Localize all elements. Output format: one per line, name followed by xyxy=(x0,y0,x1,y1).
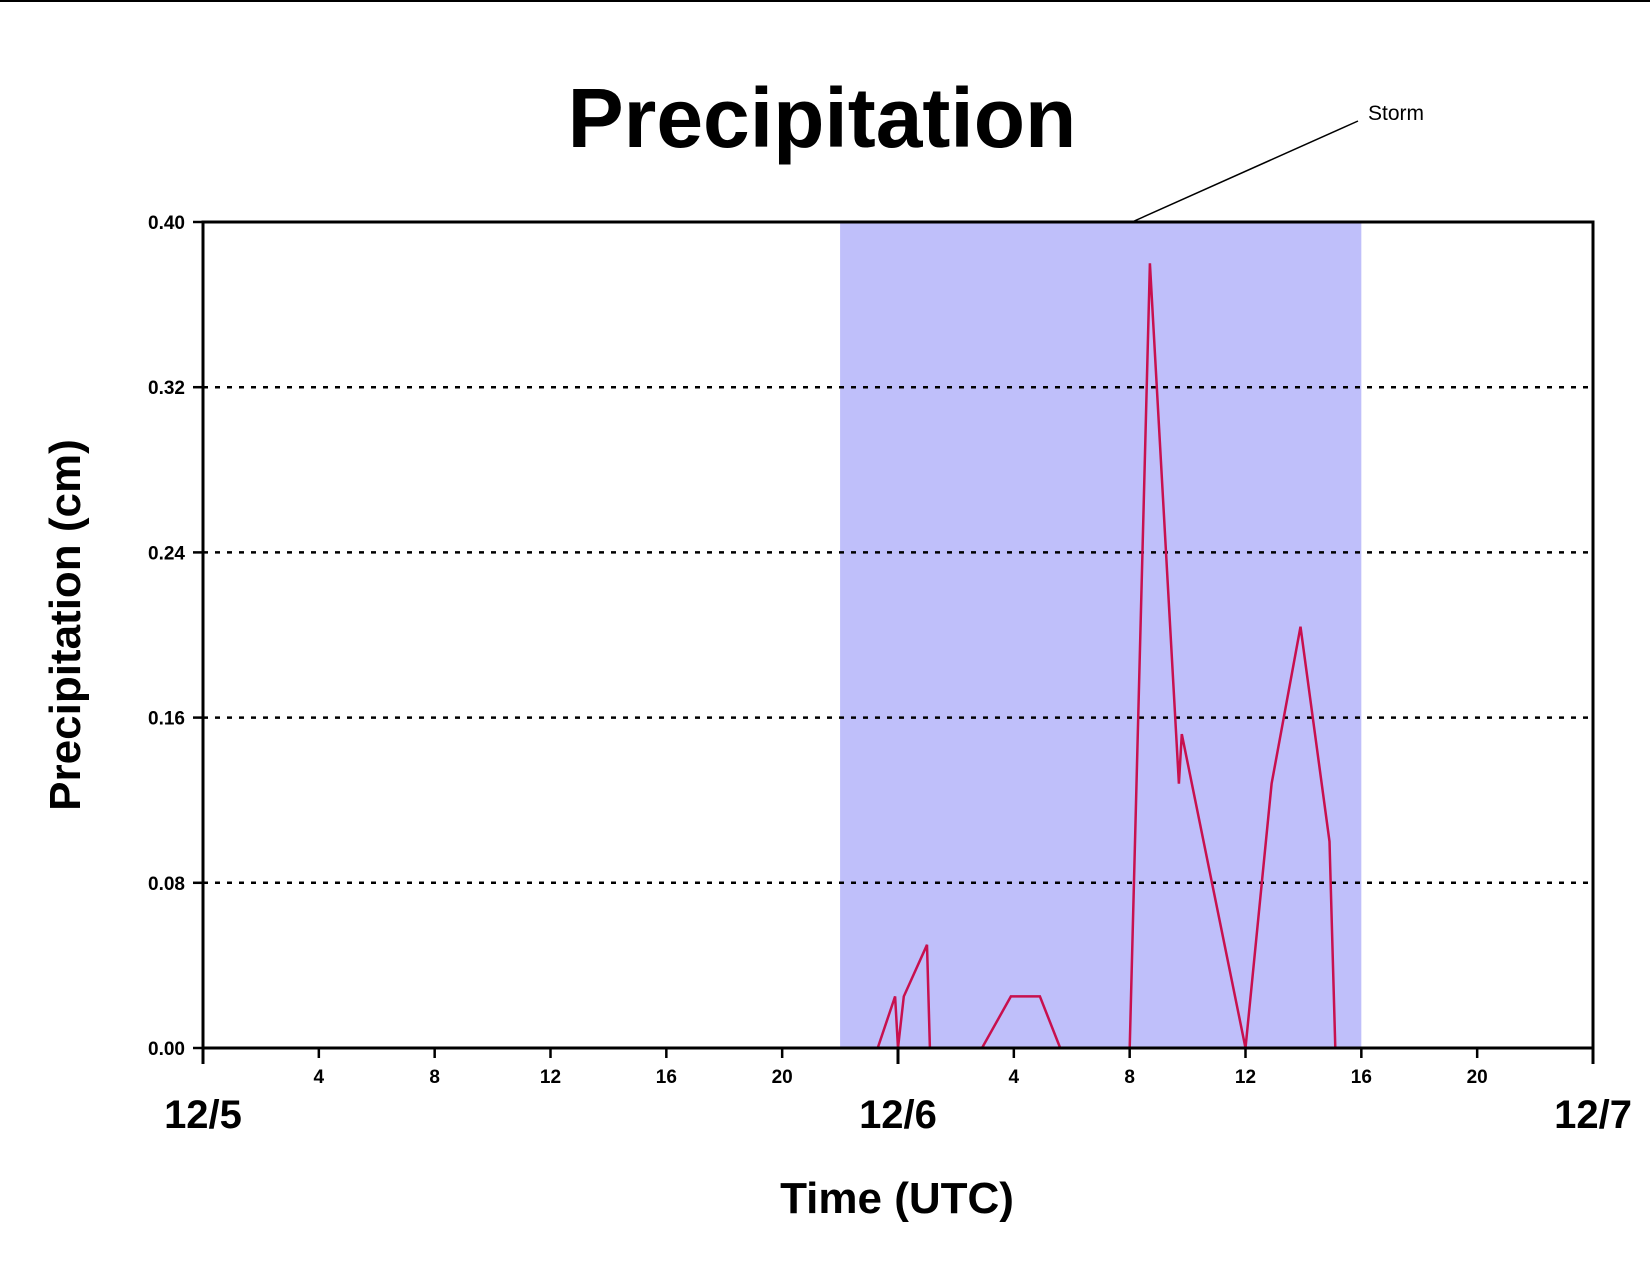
x-tick-label: 16 xyxy=(1351,1067,1372,1088)
x-tick-label: 4 xyxy=(314,1067,325,1088)
x-tick-label: 20 xyxy=(772,1067,793,1088)
y-tick-label: 0.40 xyxy=(148,213,185,234)
x-tick-label: 4 xyxy=(1009,1067,1020,1088)
x-tick-label: 12 xyxy=(540,1067,561,1088)
y-tick-label: 0.00 xyxy=(148,1039,185,1060)
chart-title: Precipitation xyxy=(568,71,1077,165)
x-axis-title: Time (UTC) xyxy=(780,1174,1014,1223)
y-axis-title: Precipitation (cm) xyxy=(41,439,90,811)
storm-annotation: Storm xyxy=(1131,102,1424,223)
y-tick-label: 0.08 xyxy=(148,874,185,895)
x-axis-ticks: 4 8 12 16 20 4 8 12 16 20 12/5 12/6 12/7 xyxy=(164,1048,1632,1137)
x-tick-label: 8 xyxy=(429,1067,440,1088)
y-tick-label: 0.16 xyxy=(148,709,185,730)
y-axis-ticks: 0.00 0.08 0.16 0.24 0.32 0.40 xyxy=(148,213,203,1060)
x-tick-label: 20 xyxy=(1467,1067,1488,1088)
x-tick-label: 8 xyxy=(1124,1067,1135,1088)
x-day-label: 12/7 xyxy=(1554,1093,1632,1137)
storm-shaded-region-layer xyxy=(840,222,1362,1048)
gridlines xyxy=(203,385,1593,885)
storm-annotation-leader-line xyxy=(1131,120,1359,223)
x-tick-label: 16 xyxy=(656,1067,677,1088)
x-tick-label: 12 xyxy=(1235,1067,1256,1088)
x-day-label: 12/5 xyxy=(164,1093,242,1137)
storm-annotation-label: Storm xyxy=(1368,102,1424,125)
storm-shaded-region xyxy=(840,222,1362,1048)
y-tick-label: 0.24 xyxy=(148,543,185,564)
x-day-label: 12/6 xyxy=(859,1093,937,1137)
y-tick-label: 0.32 xyxy=(148,378,185,399)
